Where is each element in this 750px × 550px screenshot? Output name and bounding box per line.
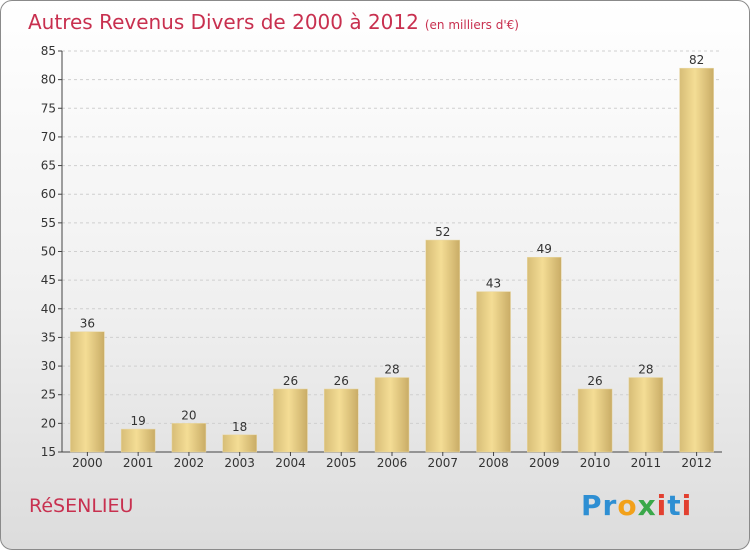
y-tick-label: 40	[41, 302, 56, 316]
logo-letter: i	[656, 489, 668, 522]
bar	[273, 388, 308, 453]
bar	[70, 331, 105, 453]
bar-value-label: 43	[486, 277, 501, 291]
bar-value-label: 20	[181, 408, 196, 422]
x-tick-label: 2012	[681, 456, 712, 470]
bar	[171, 423, 207, 453]
bar	[679, 67, 714, 453]
bar	[425, 239, 461, 453]
bar-value-label: 18	[232, 420, 247, 434]
bar	[120, 428, 156, 453]
bar	[222, 434, 257, 453]
x-tick-label: 2000	[72, 456, 103, 470]
x-tick-label: 2008	[478, 456, 509, 470]
x-tick-label: 2006	[377, 456, 408, 470]
y-tick-label: 35	[41, 330, 56, 344]
logo-letter: x	[637, 489, 657, 522]
y-tick-label: 50	[41, 245, 56, 259]
y-tick-label: 45	[41, 273, 56, 287]
y-tick-label: 65	[41, 159, 56, 173]
bar-value-label: 52	[435, 225, 450, 239]
y-tick-label: 20	[41, 416, 56, 430]
bar	[374, 377, 410, 453]
x-tick-label: 2011	[631, 456, 662, 470]
bar	[323, 388, 359, 453]
logo-letter: P	[581, 489, 603, 522]
bar-value-label: 36	[80, 317, 95, 331]
bar-value-label: 82	[689, 53, 704, 67]
y-tick-label: 70	[41, 130, 56, 144]
bar-value-label: 28	[638, 363, 653, 377]
logo-letter: o	[617, 489, 638, 522]
x-tick-label: 2002	[174, 456, 205, 470]
chart-title-text: Autres Revenus Divers de 2000 à 2012	[28, 10, 419, 34]
bar-value-label: 19	[131, 414, 146, 428]
bar-value-label: 28	[384, 363, 399, 377]
logo-letter: i	[681, 489, 693, 522]
bar	[628, 377, 664, 453]
logo-letter: t	[667, 489, 682, 522]
chart-subtitle: (en milliers d'€)	[424, 18, 519, 32]
y-tick-label: 25	[41, 388, 56, 402]
x-tick-label: 2004	[275, 456, 306, 470]
y-tick-label: 85	[41, 44, 56, 58]
location-name: RéSENLIEU	[29, 495, 134, 517]
x-tick-label: 2009	[529, 456, 560, 470]
y-tick-label: 75	[41, 101, 56, 115]
logo-letter: r	[602, 489, 618, 522]
x-tick-label: 2003	[224, 456, 255, 470]
x-tick-label: 2001	[123, 456, 154, 470]
bar-value-label: 26	[587, 374, 602, 388]
y-tick-label: 60	[41, 187, 56, 201]
y-tick-label: 80	[41, 73, 56, 87]
bar	[476, 291, 511, 453]
chart-title: Autres Revenus Divers de 2000 à 2012 (en …	[28, 10, 519, 34]
bar	[577, 388, 613, 453]
bar	[527, 256, 562, 453]
y-tick-label: 30	[41, 359, 56, 373]
x-tick-label: 2010	[580, 456, 611, 470]
bar-value-label: 26	[334, 374, 349, 388]
bar-value-label: 26	[283, 374, 298, 388]
y-tick-label: 15	[41, 445, 56, 459]
x-tick-label: 2005	[326, 456, 357, 470]
proxiti-logo[interactable]: Proxiti	[581, 489, 692, 522]
x-tick-label: 2007	[427, 456, 458, 470]
bar-value-label: 49	[537, 242, 552, 256]
y-tick-label: 55	[41, 216, 56, 230]
